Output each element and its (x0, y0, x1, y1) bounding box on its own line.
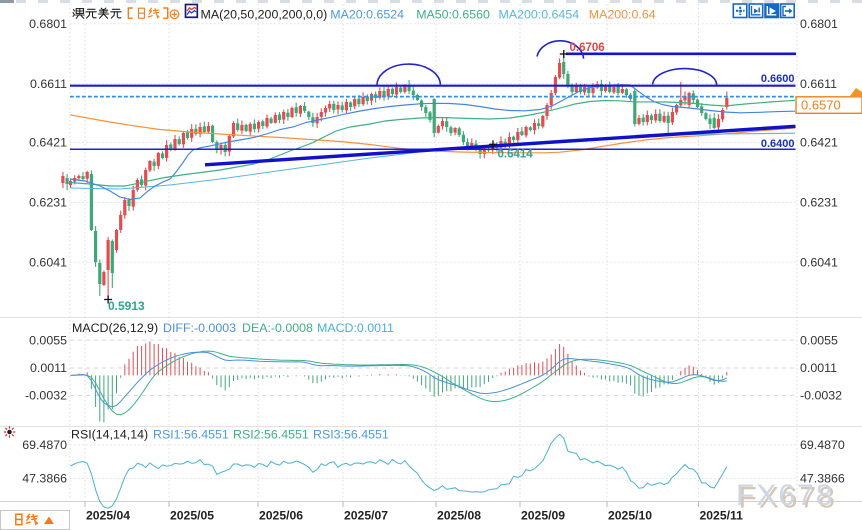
svg-text:2025/07: 2025/07 (344, 509, 388, 523)
svg-text:0.6611: 0.6611 (30, 77, 67, 91)
svg-text:RSI3:56.4551: RSI3:56.4551 (313, 428, 389, 442)
svg-text:2025/10: 2025/10 (608, 509, 652, 523)
svg-text:RSI1:56.4551: RSI1:56.4551 (153, 428, 229, 442)
svg-text:69.4870: 69.4870 (22, 438, 67, 452)
svg-text:0.6706: 0.6706 (570, 42, 605, 54)
svg-text:FX678: FX678 (736, 479, 834, 512)
svg-text:0.6570: 0.6570 (801, 98, 841, 113)
svg-text:0.6421: 0.6421 (29, 136, 67, 150)
svg-text:2025/09: 2025/09 (521, 509, 565, 523)
svg-text:MA200:0.64: MA200:0.64 (589, 8, 656, 22)
svg-text:DIFF:-0.0003: DIFF:-0.0003 (163, 321, 236, 335)
svg-text:0.6400: 0.6400 (761, 138, 795, 150)
svg-text:MA50:0.6560: MA50:0.6560 (416, 8, 490, 22)
svg-text:DEA:-0.0008: DEA:-0.0008 (242, 321, 313, 335)
svg-text:0.6231: 0.6231 (800, 196, 838, 210)
svg-text:0.6600: 0.6600 (761, 73, 795, 85)
svg-text:0.5913: 0.5913 (108, 299, 145, 313)
svg-text:2025/04: 2025/04 (86, 509, 130, 523)
svg-text:-0.0032: -0.0032 (800, 389, 842, 403)
svg-text:69.4870: 69.4870 (800, 438, 845, 452)
svg-text:-0.0032: -0.0032 (25, 389, 67, 403)
svg-text:0.6414: 0.6414 (498, 148, 534, 160)
svg-text:0.0055: 0.0055 (800, 333, 838, 347)
svg-text:MA(20,50,200,200,0,0): MA(20,50,200,200,0,0) (201, 8, 328, 22)
svg-text:0.6231: 0.6231 (29, 196, 67, 210)
svg-text:MACD(26,12,9): MACD(26,12,9) (72, 321, 158, 335)
svg-text:2025/08: 2025/08 (437, 509, 481, 523)
svg-text:RSI2:56.4551: RSI2:56.4551 (233, 428, 309, 442)
svg-text:0.6041: 0.6041 (29, 255, 67, 269)
svg-text:0.0011: 0.0011 (800, 361, 837, 375)
svg-text:MACD:0.0011: MACD:0.0011 (317, 321, 394, 335)
svg-text:0.0011: 0.0011 (30, 361, 67, 375)
svg-text:0.6611: 0.6611 (800, 77, 837, 91)
svg-text:47.3866: 47.3866 (22, 472, 67, 486)
svg-text:MA20:0.6524: MA20:0.6524 (330, 8, 404, 22)
svg-text:2025/11: 2025/11 (700, 509, 744, 523)
svg-text:MA200:0.6454: MA200:0.6454 (499, 8, 580, 22)
svg-text:0.6041: 0.6041 (800, 255, 838, 269)
svg-text:2025/05: 2025/05 (170, 509, 214, 523)
svg-text:0.6421: 0.6421 (800, 136, 838, 150)
svg-text:47.3866: 47.3866 (800, 472, 845, 486)
svg-text:RSI(14,14,14): RSI(14,14,14) (71, 428, 148, 442)
svg-text:0.6801: 0.6801 (800, 17, 838, 31)
svg-text:0.0055: 0.0055 (29, 333, 67, 347)
svg-text:0.6801: 0.6801 (29, 17, 67, 31)
svg-text:2025/06: 2025/06 (259, 509, 303, 523)
